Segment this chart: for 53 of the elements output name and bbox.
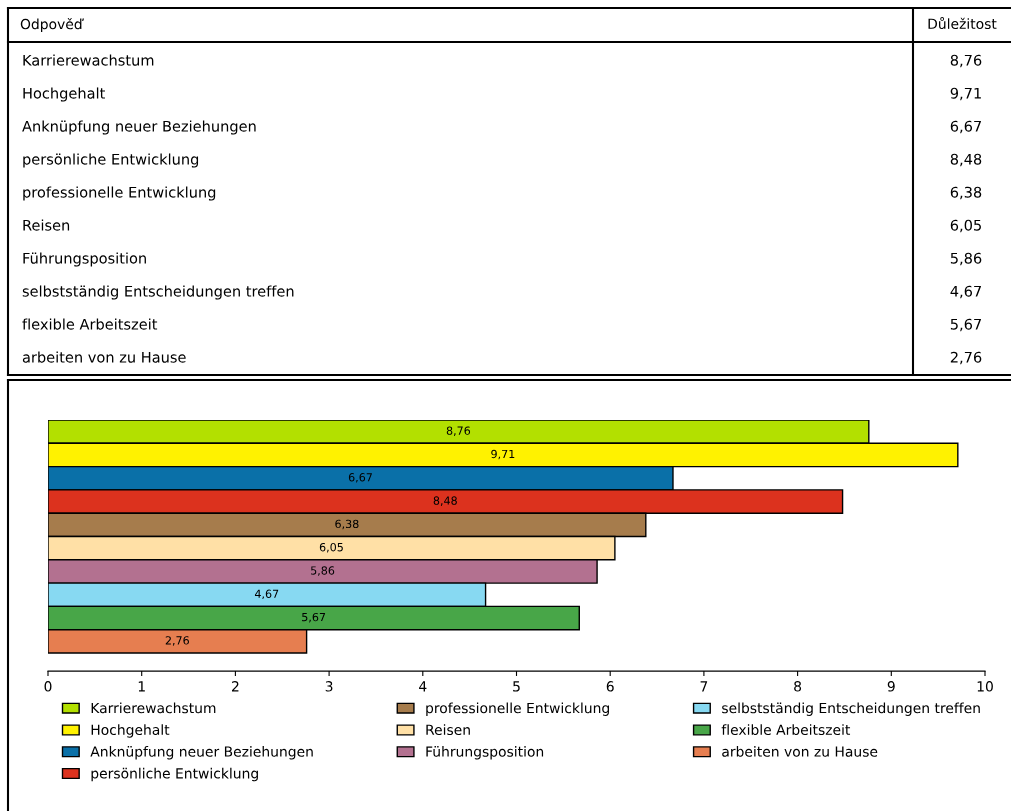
text: 2,76 <box>950 351 982 365</box>
legend-label: Anknüpfung neuer Beziehungen <box>90 746 313 760</box>
text: 5,67 <box>950 318 981 332</box>
legend-label: selbstständig Entscheidungen treffen <box>722 702 980 716</box>
x-tick-label: 8 <box>794 681 802 692</box>
text: 9,71 <box>950 87 981 101</box>
x-tick-label: 7 <box>700 681 708 692</box>
text: 8,48 <box>950 153 982 167</box>
data-label: 6,38 <box>335 519 359 530</box>
text: Odpověď <box>20 18 84 32</box>
data-label: 9,71 <box>491 449 515 460</box>
legend-label: Führungsposition <box>426 746 544 760</box>
legend-label: professionelle Entwicklung <box>426 702 609 716</box>
category-label: Führungsposition <box>23 252 146 267</box>
data-label: 8,48 <box>433 496 457 506</box>
data-label: 2,76 <box>165 636 189 646</box>
x-tick-label: 10 <box>977 681 993 692</box>
text: Důležitost <box>928 17 997 30</box>
x-tick-label: 4 <box>419 681 427 692</box>
x-tick-label: 9 <box>887 681 895 692</box>
legend-label: Karrierewachstum <box>91 702 216 714</box>
x-tick-label: 3 <box>325 681 333 692</box>
category-label: arbeiten von zu Hause <box>22 351 186 363</box>
data-label: 6,05 <box>319 542 343 553</box>
category-label: Hochgehalt <box>23 87 105 102</box>
text: 8,76 <box>950 54 982 68</box>
category-label: flexible Arbeitszeit <box>22 318 158 330</box>
x-tick-label: 0 <box>44 681 52 692</box>
data-label: 4,67 <box>254 589 279 600</box>
x-tick-label: 2 <box>232 681 239 692</box>
text: 6,05 <box>950 219 981 233</box>
x-tick-label: 6 <box>606 681 614 692</box>
category-label: Karrierewachstum <box>23 54 154 66</box>
legend-label: flexible Arbeitszeit <box>721 724 851 736</box>
x-tick-label: 5 <box>513 681 520 692</box>
legend-label: persönliche Entwicklung <box>91 767 258 782</box>
x-tick-label: 1 <box>138 681 145 692</box>
category-label: persönliche Entwicklung <box>23 153 199 168</box>
category-label: selbstständig Entscheidungen treffen <box>22 285 294 300</box>
category-label: Reisen <box>23 219 70 231</box>
text: 5,86 <box>950 252 982 266</box>
text: 6,38 <box>950 186 982 200</box>
data-label: 8,76 <box>446 426 471 437</box>
legend-label: Hochgehalt <box>91 724 170 738</box>
category-label: professionelle Entwicklung <box>23 186 216 201</box>
text: 6,67 <box>950 120 981 134</box>
text: 4,67 <box>950 285 981 299</box>
data-label: 5,67 <box>302 612 326 623</box>
legend-label: Reisen <box>426 724 470 736</box>
category-label: Anknüpfung neuer Beziehungen <box>22 120 256 135</box>
data-label: 5,86 <box>311 566 335 576</box>
data-label: 6,67 <box>348 473 372 483</box>
legend-label: arbeiten von zu Hause <box>722 746 878 757</box>
